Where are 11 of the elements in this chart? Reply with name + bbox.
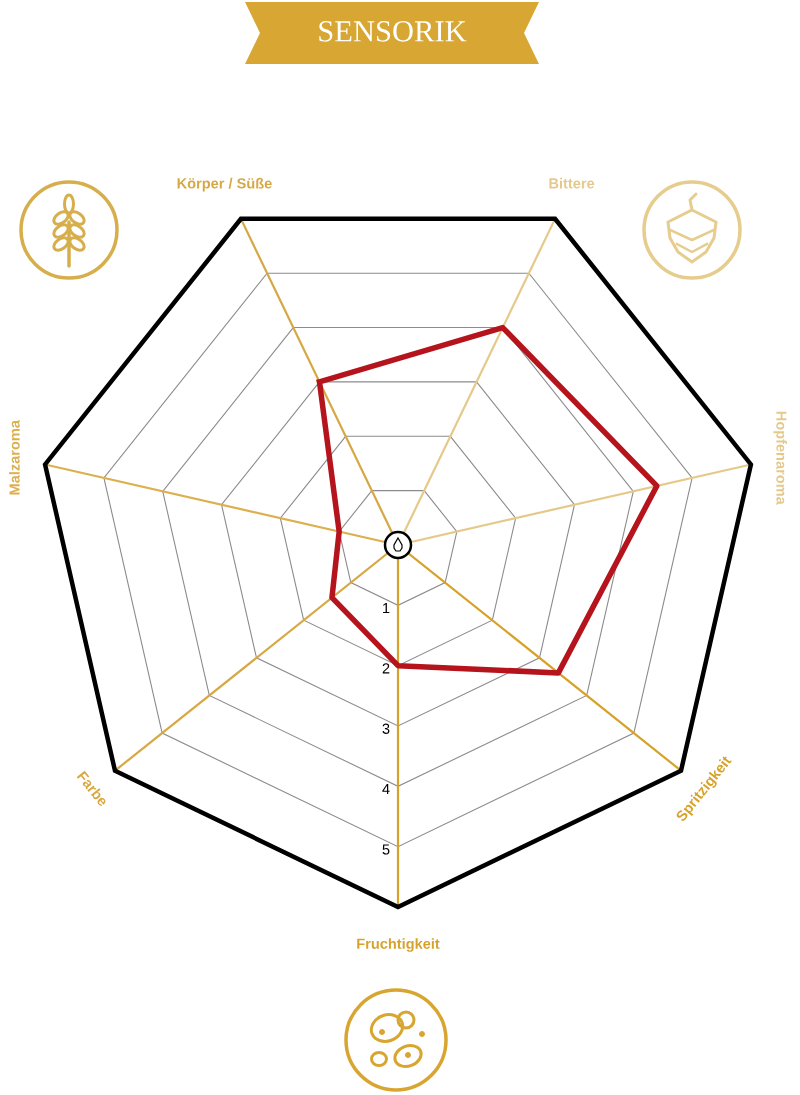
y-tick-label: 5 bbox=[382, 844, 390, 855]
spoke-label: Hopfenaroma bbox=[773, 411, 787, 505]
y-tick-label: 4 bbox=[382, 784, 390, 795]
spoke-label: Malzaroma bbox=[9, 419, 20, 495]
y-tick-label: 1 bbox=[383, 603, 390, 614]
spoke-label: Bittere bbox=[549, 177, 595, 189]
spoke-label: Körper / Süße bbox=[177, 177, 272, 192]
spoke-label: Fruchtigkeit bbox=[357, 938, 440, 952]
y-tick-label: 3 bbox=[382, 723, 390, 734]
chart-title: SENSORIK bbox=[319, 21, 467, 42]
y-tick-label: 2 bbox=[382, 663, 390, 674]
